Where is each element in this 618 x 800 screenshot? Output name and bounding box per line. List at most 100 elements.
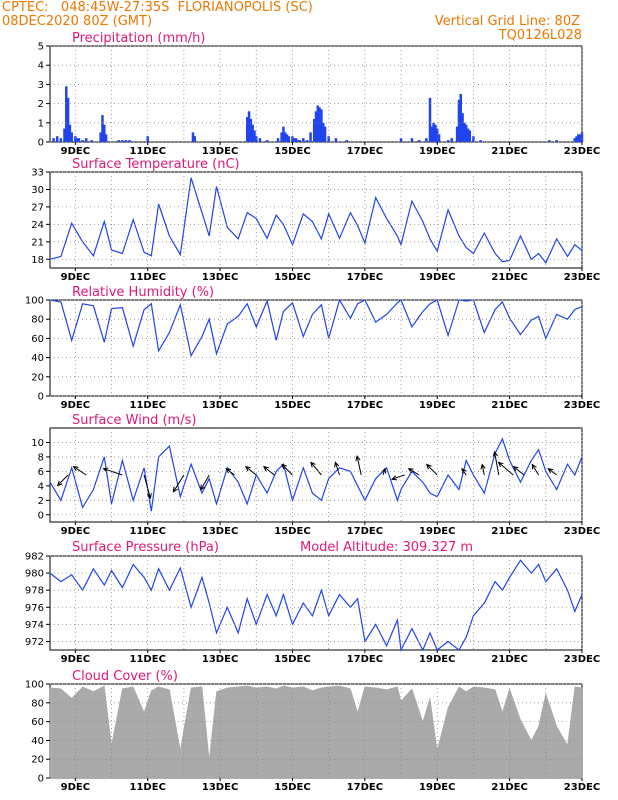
panel-6-area: [49, 685, 583, 779]
panel-6-xtick-label: 19DEC: [419, 782, 455, 793]
panel-1-bar: [55, 136, 59, 142]
panel-4-wind-vector: [281, 463, 293, 476]
panel-3-ytick-label: 20: [31, 372, 44, 383]
panel-4-xtick-label: 13DEC: [202, 526, 238, 537]
panel-4-wind-vector: [390, 474, 405, 481]
panel-1-bar: [253, 130, 256, 142]
panel-1-bar: [428, 97, 432, 142]
panel-4-wind-vector: [56, 474, 69, 487]
panel-1-bar: [66, 97, 70, 142]
panel-6-ytick-label: 100: [25, 680, 44, 691]
panel-1-bar: [318, 107, 321, 142]
panel-4-ytick-label: 8: [38, 452, 44, 463]
panel-1-bar: [70, 132, 73, 142]
panel-4-ytick-label: 0: [38, 510, 44, 521]
panel-6-ytick-label: 60: [31, 717, 44, 728]
panel-3-xtick-label: 17DEC: [347, 400, 383, 411]
panel-1-xtick-label: 15DEC: [274, 146, 310, 157]
panel-1-bar: [68, 124, 72, 142]
panel-1-ytick-label: 2: [38, 99, 44, 110]
panel-1-bar: [265, 140, 269, 142]
panel-1-bar: [410, 138, 414, 142]
panel-1-bar: [146, 136, 149, 142]
panel-3-xtick-label: 9DEC: [61, 400, 90, 411]
panel-1-bar: [296, 140, 300, 142]
panel-1-bar: [280, 132, 283, 142]
panel-3-xtick-label: 15DEC: [274, 400, 310, 411]
panel-5-ytick-label: 978: [25, 586, 44, 597]
panel-3-xtick-label: 11DEC: [130, 400, 166, 411]
panel-4-wind-vector: [547, 468, 557, 476]
panel-1-bar: [457, 99, 461, 142]
panel-6-ytick-label: 80: [31, 698, 44, 709]
panel-6-title: Cloud Cover (%): [72, 669, 178, 684]
panel-1-bar: [63, 128, 66, 142]
panel-3-ytick-label: 80: [31, 315, 44, 326]
panel-4-ytick-label: 10: [31, 438, 44, 449]
panel-1-bar: [84, 138, 88, 142]
panel-6-xtick-label: 23DEC: [564, 782, 600, 793]
panel-1-bar: [450, 138, 453, 142]
panel-1-bar: [294, 138, 298, 142]
panel-1-bar: [578, 134, 582, 142]
panel-1-bar: [124, 140, 128, 142]
panel-6-ytick-label: 0: [38, 774, 44, 785]
panel-5-xtick-label: 15DEC: [274, 654, 310, 665]
panel-2-xtick-label: 13DEC: [202, 272, 238, 283]
panel-5-xtick-label: 9DEC: [61, 654, 90, 665]
panel-4-xtick-label: 21DEC: [491, 526, 527, 537]
panel-5-xtick-label: 21DEC: [491, 654, 527, 665]
panel-5-xtick-label: 23DEC: [564, 654, 600, 665]
panel-1-bar: [247, 111, 251, 142]
panel-2-title: Surface Temperature (nC): [72, 157, 240, 172]
panel-4-wind-vector: [497, 461, 514, 476]
panel-1-bar: [446, 140, 450, 142]
panel-1-bar: [314, 111, 318, 142]
panel-6-xtick-label: 9DEC: [61, 782, 90, 793]
panel-5-ytick-label: 976: [25, 603, 44, 614]
panel-4-xtick-label: 9DEC: [61, 526, 90, 537]
panel-1-bar: [425, 138, 428, 142]
panel-1-bar: [320, 109, 323, 142]
panel-3-xtick-label: 13DEC: [202, 400, 238, 411]
panel-4-wind-vector: [425, 463, 438, 476]
panel-6-ytick-label: 40: [31, 736, 44, 747]
panel-1-bar: [103, 124, 106, 142]
panel-1-bar: [432, 122, 435, 142]
panel-4-wind-vector: [200, 474, 210, 491]
panel-3-title: Relative Humidity (%): [72, 285, 214, 300]
panel-1-bar: [555, 140, 558, 142]
panel-5-xtick-label: 19DEC: [419, 654, 455, 665]
panel-4-frame: [49, 427, 583, 523]
panel-1-bar: [334, 138, 338, 142]
panel-3-ytick-label: 60: [31, 334, 44, 345]
model-id-header: TQ0126L028: [498, 28, 582, 43]
panel-4-xtick-label: 11DEC: [130, 526, 166, 537]
panel-4-wind-vector: [72, 465, 87, 476]
panel-2-ytick-label: 33: [31, 168, 44, 179]
panel-4-wind-vector: [244, 465, 257, 476]
panel-1-bar: [580, 132, 584, 142]
panel-2-xtick-label: 9DEC: [61, 272, 90, 283]
panel-1-bar: [285, 134, 289, 142]
panel-2-xtick-label: 11DEC: [130, 272, 166, 283]
panel-1-bar: [298, 140, 301, 142]
panel-1-bar: [464, 124, 468, 142]
panel-3-xtick-label: 21DEC: [491, 400, 527, 411]
panel-1-bar: [117, 140, 121, 142]
panel-1-ytick-label: 1: [38, 118, 44, 129]
panel-2-frame: [49, 171, 583, 269]
panel-4-wind-vector: [262, 465, 275, 476]
station-header: CPTEC: 048:45W-27:35S FLORIANOPOLIS (SC): [2, 0, 313, 15]
panel-1-bar: [417, 140, 421, 142]
panel-2-ytick-label: 27: [31, 202, 44, 213]
panel-1-ytick-label: 0: [38, 138, 44, 149]
panel-1-bar: [245, 117, 249, 142]
panel-4-wind-vector: [480, 463, 486, 476]
panel-3-series-line: [49, 298, 583, 358]
panel-2-xtick-label: 17DEC: [347, 272, 383, 283]
panel-1-bar: [323, 126, 327, 142]
panel-1-bar: [291, 136, 294, 142]
panel-1-bar: [573, 138, 577, 142]
panel-1-xtick-label: 23DEC: [564, 146, 600, 157]
